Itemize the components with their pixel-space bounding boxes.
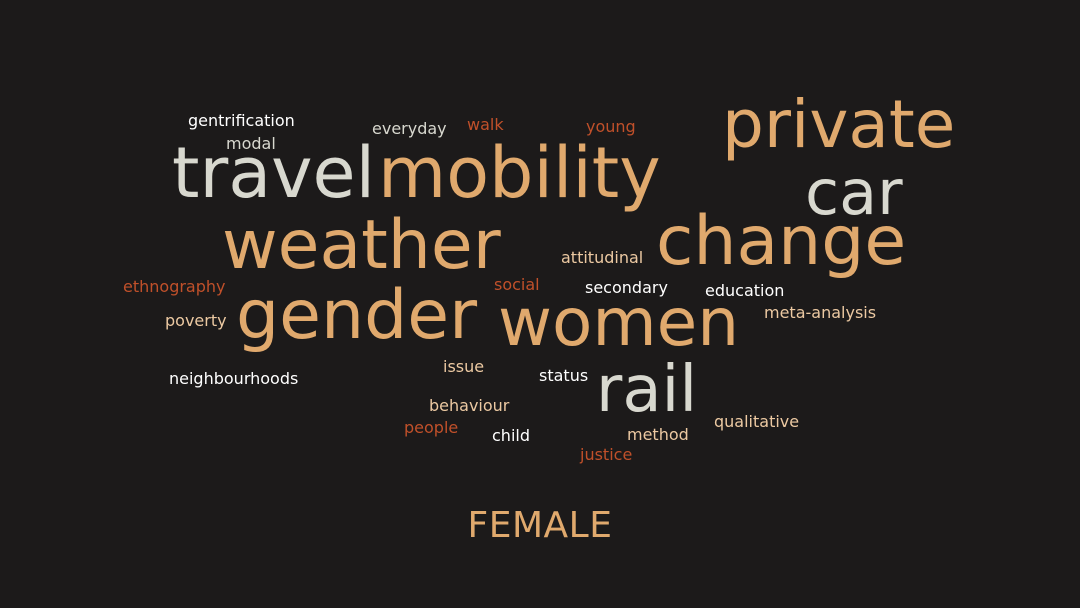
word-issue: issue — [443, 357, 485, 376]
word-meta-analysis: meta-analysis — [764, 303, 877, 322]
word-weather: weather — [222, 206, 501, 285]
word-walk: walk — [467, 115, 504, 134]
word-social: social — [494, 275, 540, 294]
word-modal: modal — [226, 134, 276, 153]
word-method: method — [627, 425, 689, 444]
word-women: women — [498, 284, 740, 361]
word-child: child — [492, 426, 530, 445]
word-ethnography: ethnography — [123, 277, 226, 296]
word-car: car — [805, 156, 903, 229]
word-education: education — [705, 281, 785, 300]
word-attitudinal: attitudinal — [561, 248, 644, 267]
word-people: people — [404, 418, 459, 437]
word-travel: travel — [172, 132, 376, 214]
word-qualitative: qualitative — [714, 412, 800, 431]
word-secondary: secondary — [585, 278, 668, 297]
word-poverty: poverty — [165, 311, 227, 330]
footer-label: FEMALE — [467, 505, 613, 546]
word-status: status — [539, 366, 589, 385]
word-gentrification: gentrification — [188, 111, 295, 130]
word-cloud: private car travel mobility weather chan… — [123, 86, 956, 464]
word-mobility: mobility — [378, 132, 661, 214]
word-rail: rail — [596, 353, 698, 427]
word-neighbourhoods: neighbourhoods — [169, 369, 299, 388]
word-gender: gender — [236, 276, 478, 355]
word-young: young — [586, 117, 636, 136]
word-justice: justice — [580, 445, 633, 464]
word-change: change — [656, 202, 907, 281]
word-everyday: everyday — [372, 119, 447, 138]
word-behaviour: behaviour — [429, 396, 510, 415]
word-private: private — [722, 86, 956, 163]
